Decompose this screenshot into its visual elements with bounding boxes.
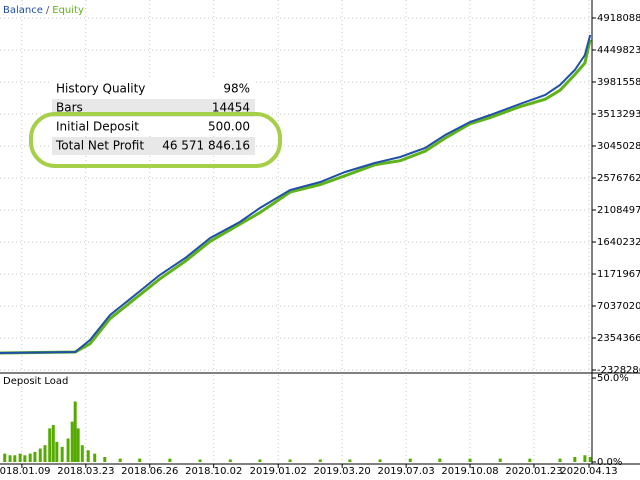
bar xyxy=(60,446,64,462)
bar xyxy=(588,456,592,462)
x-tick-label: 2018.06.26 xyxy=(121,466,178,477)
stats-row-bg xyxy=(52,80,255,98)
y-tick-label: 21084975 xyxy=(597,205,640,216)
legend-equity: Equity xyxy=(52,5,84,16)
bar xyxy=(558,458,562,462)
bar xyxy=(33,451,37,462)
y-tick-label: 25767628 xyxy=(597,173,640,184)
bar xyxy=(288,459,292,462)
bar xyxy=(76,428,80,462)
equity-line xyxy=(0,39,592,355)
stats-value: 500.00 xyxy=(208,120,250,134)
bar xyxy=(318,459,322,462)
stats-row-bg xyxy=(52,118,255,136)
y-tick-label: 2354366 xyxy=(597,333,640,344)
bar xyxy=(378,459,382,462)
bar xyxy=(573,456,577,462)
y-tick-label: 35132932 xyxy=(597,109,640,120)
bar xyxy=(228,459,232,462)
x-tick-label: 2019.07.03 xyxy=(377,466,434,477)
bar xyxy=(168,458,172,462)
y-tick-label: 39815585 xyxy=(597,77,640,88)
x-tick-label: 2019.03.20 xyxy=(314,466,371,477)
bar xyxy=(73,401,77,462)
x-tick-label: 2018.10.02 xyxy=(185,466,242,477)
x-tick-label: 2018.01.09 xyxy=(0,466,51,477)
bar xyxy=(28,453,32,462)
y-tick-label: 11719671 xyxy=(597,269,640,280)
bar xyxy=(348,459,352,462)
stats-row-bg xyxy=(52,137,255,155)
x-tick-label: 2020.04.13 xyxy=(560,466,617,477)
highlight xyxy=(29,112,282,168)
y-tick-label: 16402320 xyxy=(597,237,640,248)
bar xyxy=(55,441,59,462)
bar xyxy=(468,458,472,462)
stats-label: Total Net Profit xyxy=(55,139,144,153)
bar xyxy=(51,425,55,462)
y-tick-label: -2328286 xyxy=(597,365,640,376)
panel-title: Deposit Load xyxy=(3,376,68,387)
stats-label: Bars xyxy=(56,101,83,115)
bar xyxy=(43,445,47,462)
bar xyxy=(80,445,84,462)
stats-label: History Quality xyxy=(56,82,145,96)
bar xyxy=(70,421,74,462)
legend-separator: / xyxy=(46,5,50,16)
bar xyxy=(18,453,22,462)
bar xyxy=(258,459,262,462)
y-tick-label: 44498237 xyxy=(597,45,640,56)
stats-value: 98% xyxy=(223,82,250,96)
bar xyxy=(438,458,442,462)
bar xyxy=(13,455,17,462)
x-tick-label: 2020.01.23 xyxy=(505,466,562,477)
x-tick-label: 2019.01.02 xyxy=(250,466,307,477)
y-tick-label: 50.0% xyxy=(597,373,629,384)
bar xyxy=(23,455,27,462)
bar xyxy=(198,459,202,462)
x-tick-label: 2019.10.08 xyxy=(441,466,498,477)
bar xyxy=(408,458,412,462)
bar xyxy=(8,455,12,462)
bar xyxy=(138,458,142,462)
stats-value: 46 571 846.16 xyxy=(162,139,250,153)
bar xyxy=(583,455,587,462)
bar xyxy=(103,456,107,462)
legend: Balance / Equity xyxy=(3,5,84,16)
y-tick-label: 7037020 xyxy=(597,301,640,312)
bar xyxy=(118,458,122,462)
bar xyxy=(48,428,52,462)
bar xyxy=(498,458,502,462)
y-tick-label: 49180889 xyxy=(597,13,640,24)
bar xyxy=(3,453,7,462)
bar xyxy=(66,438,70,462)
bar xyxy=(528,458,532,462)
legend-balance: Balance xyxy=(3,5,43,16)
bar xyxy=(38,448,42,462)
stats-label: Initial Deposit xyxy=(56,120,139,134)
bar xyxy=(93,453,97,462)
stats-value: 14454 xyxy=(212,101,250,115)
y-tick-label: 0.0% xyxy=(597,457,622,468)
y-tick-label: 30450280 xyxy=(597,141,640,152)
x-tick-label: 2018.03.23 xyxy=(57,466,114,477)
balance-line xyxy=(0,34,592,354)
bar xyxy=(86,450,90,462)
